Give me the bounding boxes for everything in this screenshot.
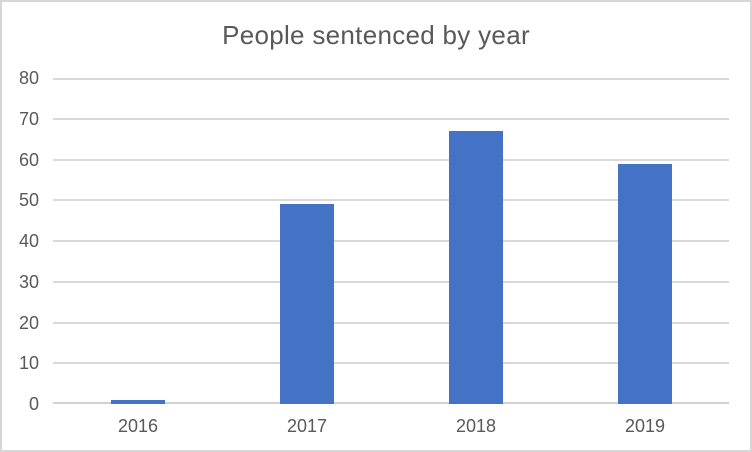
x-axis-tick-label: 2019	[624, 416, 666, 436]
y-axis-tick-label: 10	[18, 353, 39, 373]
y-axis-tick-label: 40	[18, 231, 39, 251]
y-gridline	[53, 199, 729, 201]
y-axis-tick-label: 30	[18, 272, 39, 292]
y-axis-tick-label: 0	[28, 394, 39, 414]
y-axis-tick-label: 50	[18, 190, 39, 210]
y-gridline	[53, 322, 729, 324]
x-axis-tick-label: 2016	[117, 416, 159, 436]
bar-2017	[280, 204, 334, 404]
y-gridline	[53, 118, 729, 120]
bar-2018	[449, 131, 503, 404]
y-axis-tick-label: 70	[18, 109, 39, 129]
y-gridline	[53, 159, 729, 161]
y-gridline	[53, 362, 729, 364]
y-axis-tick-label: 60	[18, 150, 39, 170]
bar-2019	[618, 164, 672, 404]
x-axis-line	[53, 402, 729, 404]
y-axis-tick-label: 80	[18, 68, 39, 88]
y-gridline	[53, 78, 729, 80]
plot-area	[53, 78, 729, 404]
bar-2016	[111, 400, 165, 404]
y-axis-tick-label: 20	[18, 313, 39, 333]
x-axis-tick-label: 2018	[455, 416, 497, 436]
x-axis-tick-label: 2017	[286, 416, 328, 436]
chart-title: People sentenced by year	[222, 20, 530, 50]
y-gridline	[53, 281, 729, 283]
y-gridline	[53, 240, 729, 242]
